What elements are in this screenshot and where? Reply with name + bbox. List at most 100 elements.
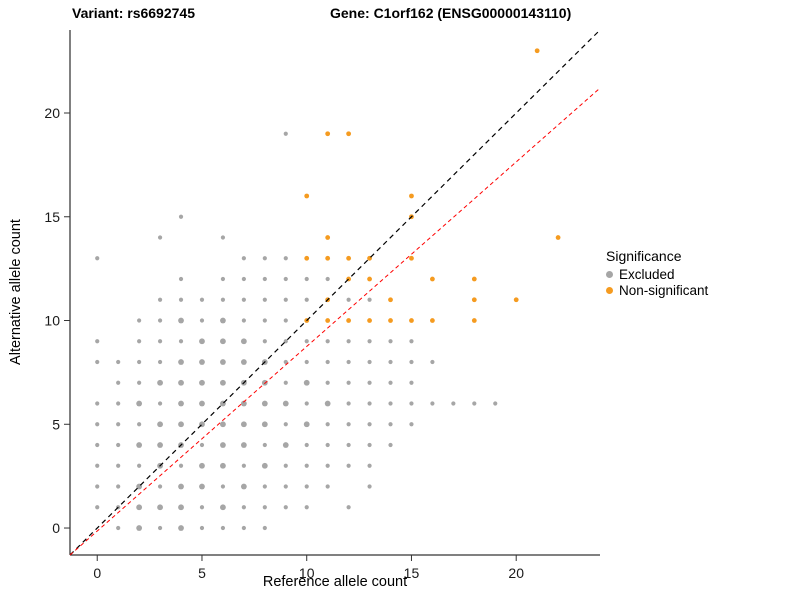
- data-point-excluded: [157, 442, 163, 448]
- data-point-excluded: [430, 401, 435, 406]
- data-point-non-significant: [534, 48, 540, 54]
- data-point-excluded: [240, 338, 247, 345]
- data-point-excluded: [157, 235, 163, 240]
- data-point-excluded: [283, 297, 288, 302]
- data-point-excluded: [262, 505, 267, 510]
- data-point-excluded: [220, 276, 226, 282]
- data-point-excluded: [220, 338, 226, 345]
- data-point-excluded: [367, 442, 372, 448]
- data-point-excluded: [409, 401, 414, 406]
- data-point-excluded: [137, 380, 142, 385]
- data-point-excluded: [95, 484, 100, 489]
- data-point-excluded: [325, 380, 330, 385]
- data-point-excluded: [283, 484, 288, 489]
- data-point-excluded: [283, 359, 288, 365]
- data-point-excluded: [346, 380, 351, 385]
- data-point-excluded: [430, 359, 435, 365]
- data-point-non-significant: [555, 235, 561, 240]
- data-point-non-significant: [325, 235, 331, 240]
- data-point-excluded: [304, 339, 309, 344]
- data-point-excluded: [136, 442, 143, 448]
- x-tick-label: 5: [198, 565, 206, 581]
- data-point-excluded: [261, 462, 268, 469]
- data-point-excluded: [178, 317, 184, 324]
- data-point-excluded: [178, 214, 184, 219]
- data-point-excluded: [116, 422, 121, 427]
- data-point-excluded: [409, 339, 414, 344]
- data-point-excluded: [220, 235, 226, 240]
- data-point-excluded: [367, 380, 372, 385]
- data-point-excluded: [283, 380, 288, 385]
- data-point-excluded: [346, 401, 351, 406]
- data-point-non-significant: [346, 131, 352, 137]
- data-point-excluded: [472, 401, 477, 406]
- non-significant-dot-icon: [606, 287, 613, 294]
- identity-line: [69, 29, 601, 556]
- data-point-excluded: [325, 442, 330, 448]
- data-point-excluded: [262, 339, 267, 344]
- data-point-excluded: [157, 421, 163, 428]
- data-point-excluded: [220, 317, 226, 324]
- data-point-excluded: [262, 297, 267, 302]
- data-point-excluded: [283, 463, 288, 468]
- data-point-excluded: [325, 339, 330, 344]
- data-point-excluded: [220, 442, 226, 448]
- data-point-excluded: [240, 400, 247, 407]
- data-point-excluded: [388, 359, 393, 365]
- data-point-excluded: [409, 422, 414, 427]
- data-point-excluded: [409, 380, 414, 385]
- data-point-excluded: [304, 359, 309, 365]
- data-point-excluded: [240, 421, 247, 428]
- data-point-excluded: [388, 442, 393, 448]
- data-point-excluded: [325, 463, 330, 468]
- data-point-excluded: [493, 401, 498, 406]
- x-tick-label: 0: [93, 565, 101, 581]
- data-point-excluded: [241, 318, 246, 323]
- data-point-excluded: [240, 483, 247, 490]
- data-point-non-significant: [471, 318, 477, 323]
- data-point-non-significant: [304, 255, 310, 261]
- y-tick-label: 15: [44, 209, 60, 225]
- y-tick-label: 5: [52, 416, 60, 432]
- data-point-excluded: [136, 504, 143, 511]
- data-point-excluded: [220, 504, 226, 511]
- data-point-excluded: [367, 339, 372, 344]
- legend-title: Significance: [606, 248, 682, 264]
- data-point-excluded: [178, 483, 184, 490]
- data-point-excluded: [137, 339, 142, 344]
- data-point-excluded: [220, 297, 226, 302]
- data-point-non-significant: [409, 255, 414, 261]
- data-point-excluded: [262, 525, 267, 531]
- data-point-excluded: [199, 297, 205, 302]
- data-point-excluded: [178, 359, 184, 365]
- data-point-non-significant: [367, 276, 372, 282]
- data-point-excluded: [136, 525, 143, 531]
- data-point-excluded: [157, 318, 163, 323]
- data-point-excluded: [199, 359, 205, 365]
- data-point-excluded: [199, 338, 205, 345]
- data-point-excluded: [283, 318, 288, 323]
- data-point-excluded: [220, 462, 226, 469]
- data-point-non-significant: [471, 276, 477, 282]
- data-point-excluded: [346, 339, 351, 344]
- data-point-excluded: [116, 442, 121, 448]
- legend-item-non-significant: Non-significant: [606, 283, 708, 298]
- data-point-excluded: [304, 276, 309, 282]
- data-point-excluded: [178, 400, 184, 407]
- ratio-line: [69, 87, 601, 556]
- data-point-excluded: [346, 505, 351, 510]
- data-point-excluded: [262, 276, 267, 282]
- data-point-excluded: [304, 297, 309, 302]
- data-point-excluded: [346, 463, 351, 468]
- data-point-excluded: [262, 442, 267, 448]
- data-point-excluded: [199, 462, 205, 469]
- data-point-excluded: [220, 359, 226, 365]
- y-tick-label: 10: [44, 313, 60, 329]
- data-point-excluded: [95, 422, 100, 427]
- data-point-excluded: [240, 359, 247, 365]
- data-point-excluded: [116, 484, 121, 489]
- data-point-excluded: [199, 379, 205, 386]
- data-point-excluded: [199, 442, 205, 448]
- data-point-excluded: [283, 505, 288, 510]
- data-point-excluded: [199, 525, 205, 531]
